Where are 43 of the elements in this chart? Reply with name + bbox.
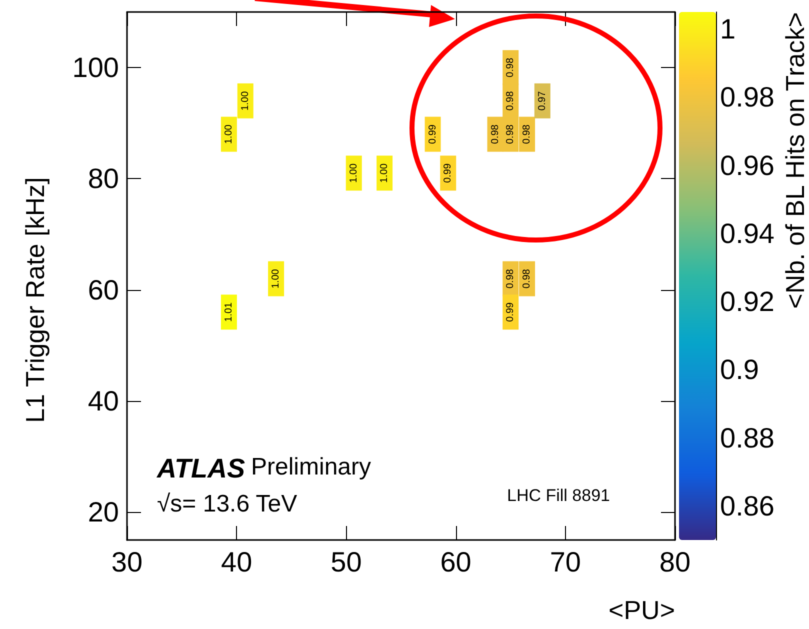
annotation: 1.00 (240, 90, 251, 111)
annotation: 1.01 (223, 302, 234, 322)
color-bar-title: <Nb. of BL Hits on Track> (780, 12, 809, 309)
x-tick-label: 80 (659, 546, 691, 578)
annotation: 0.99 (505, 302, 516, 322)
color-bar-label: 0.88 (720, 422, 774, 454)
x-tick-label: 40 (221, 546, 252, 578)
x-tick-label: 50 (330, 546, 362, 578)
annotation: 0.98 (505, 268, 516, 289)
y-tick-label: 100 (72, 52, 119, 84)
annotation: LHC Fill 8891 (507, 486, 610, 505)
y-tick-label: 40 (88, 386, 119, 417)
color-bar-label: 0.86 (720, 490, 774, 522)
color-bar-label: 0.96 (720, 150, 774, 181)
annotation: 0.98 (505, 124, 516, 144)
annotation: ATLAS (156, 454, 245, 484)
annotation: √s= 13.6 TeV (157, 490, 298, 518)
annotation: 0.98 (490, 124, 501, 144)
annotation: 0.98 (505, 57, 516, 78)
color-bar-label: 0.9 (720, 354, 759, 386)
annotation: 0.98 (505, 90, 516, 111)
annotation: 0.98 (522, 124, 533, 144)
color-bar-label: 1 (720, 14, 736, 45)
color-bar-label: 0.98 (720, 82, 774, 113)
annotation: 1.00 (223, 124, 234, 144)
y-tick-label: 20 (88, 496, 119, 528)
annotation: 1.00 (270, 268, 282, 289)
y-tick-label: 80 (88, 163, 119, 194)
color-bar-label: 0.92 (720, 286, 774, 318)
x-axis-title: <PU> (608, 595, 676, 625)
annotation: Preliminary (251, 454, 372, 480)
color-bar-label: 0.94 (720, 218, 774, 249)
annotation: 0.97 (536, 90, 548, 111)
annotation: 1.00 (348, 163, 360, 183)
x-tick-label: 60 (440, 546, 472, 578)
y-tick-label: 60 (88, 274, 119, 306)
annotation: 0.98 (522, 268, 533, 289)
annotation: 0.99 (427, 124, 438, 144)
x-tick-label: 30 (111, 546, 143, 578)
y-axis-title: L1 Trigger Rate [kHz] (20, 177, 50, 423)
annotation: 0.99 (442, 163, 454, 183)
annotation: 1.00 (379, 163, 390, 183)
x-tick-label: 70 (550, 546, 581, 578)
